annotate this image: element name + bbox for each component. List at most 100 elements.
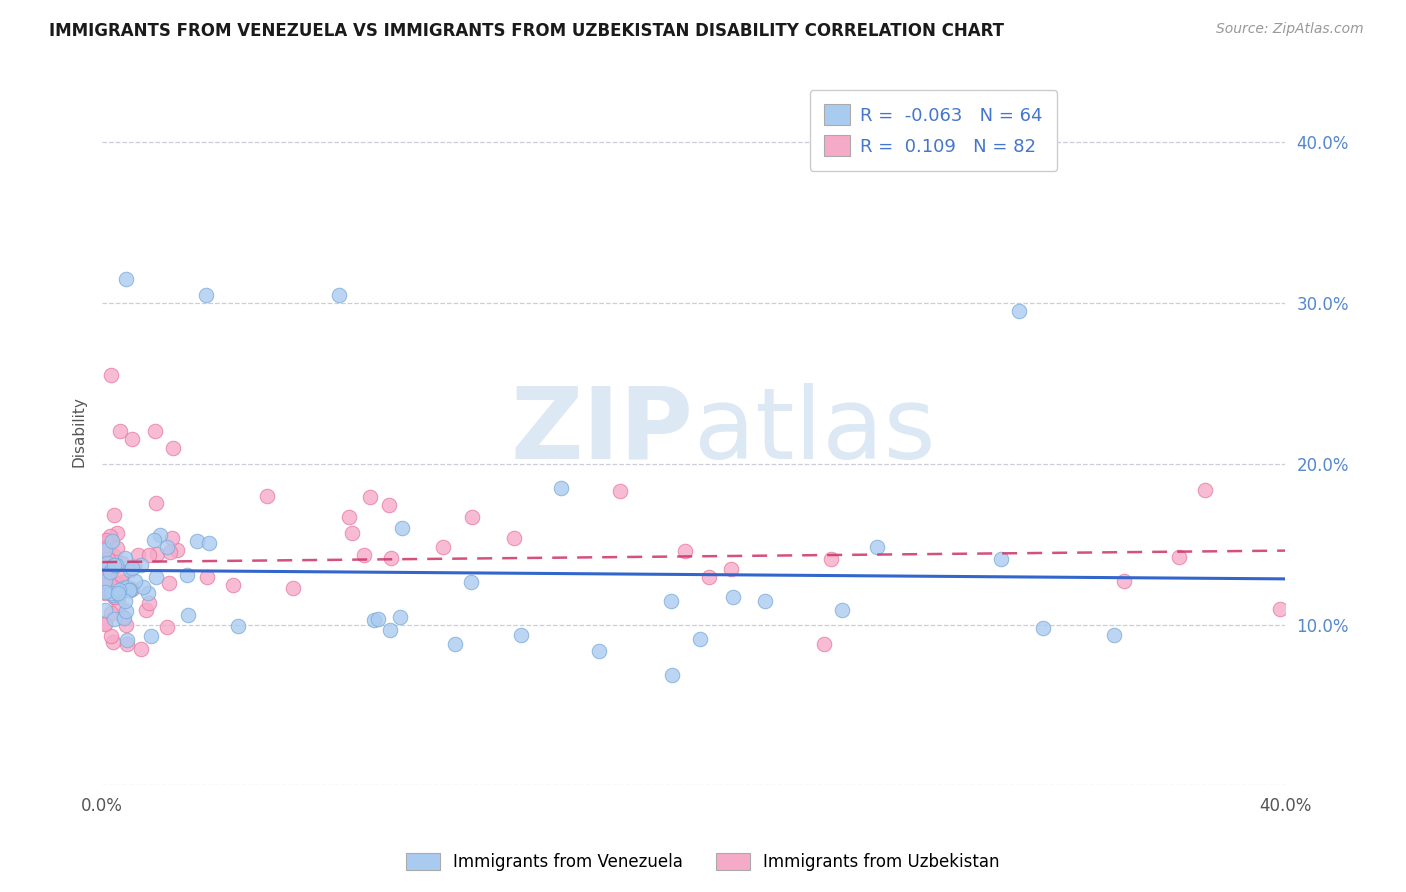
Point xyxy=(108,425,131,439)
Point xyxy=(155,620,177,634)
Point xyxy=(94,574,117,589)
Point xyxy=(866,541,889,555)
Point xyxy=(460,574,482,589)
Point xyxy=(94,563,117,577)
Point xyxy=(195,570,218,584)
Point xyxy=(94,542,117,557)
Point xyxy=(100,533,122,548)
Legend: R =  -0.063   N = 64, R =  0.109   N = 82: R = -0.063 N = 64, R = 0.109 N = 82 xyxy=(810,90,1057,170)
Point xyxy=(94,574,117,588)
Point xyxy=(166,543,188,558)
Point xyxy=(145,425,167,439)
Point xyxy=(145,570,167,584)
Point xyxy=(510,628,533,642)
Point xyxy=(359,490,381,504)
Point xyxy=(256,489,278,503)
Point xyxy=(115,632,138,647)
Point xyxy=(1194,483,1216,497)
Point xyxy=(461,509,484,524)
Point xyxy=(94,616,117,631)
Point xyxy=(100,368,122,383)
Point xyxy=(281,581,304,595)
Point xyxy=(131,580,153,594)
Point xyxy=(94,616,117,631)
Point xyxy=(609,483,631,498)
Point xyxy=(723,590,745,604)
Point xyxy=(101,635,124,649)
Point xyxy=(131,641,153,656)
Point xyxy=(160,531,183,545)
Point xyxy=(1270,601,1292,615)
Point xyxy=(502,532,524,546)
Point xyxy=(104,558,127,572)
Point xyxy=(107,582,129,597)
Point xyxy=(103,508,125,522)
Point xyxy=(689,632,711,647)
Point xyxy=(94,533,117,548)
Point xyxy=(141,629,163,643)
Point xyxy=(339,510,361,524)
Point xyxy=(550,481,572,495)
Point xyxy=(117,582,139,597)
Point xyxy=(328,287,350,301)
Point xyxy=(101,581,124,595)
Point xyxy=(103,558,125,572)
Point xyxy=(389,610,412,624)
Point xyxy=(107,577,129,591)
Point xyxy=(111,581,134,595)
Point xyxy=(103,612,125,626)
Point xyxy=(432,541,454,555)
Point xyxy=(107,598,129,612)
Point xyxy=(94,603,117,617)
Point xyxy=(105,526,128,541)
Point xyxy=(378,498,401,512)
Point xyxy=(194,287,217,301)
Point xyxy=(138,596,160,610)
Text: atlas: atlas xyxy=(693,383,935,480)
Point xyxy=(94,535,117,549)
Point xyxy=(100,629,122,643)
Point xyxy=(103,558,125,573)
Point xyxy=(221,578,243,592)
Point xyxy=(145,496,167,510)
Text: IMMIGRANTS FROM VENEZUELA VS IMMIGRANTS FROM UZBEKISTAN DISABILITY CORRELATION C: IMMIGRANTS FROM VENEZUELA VS IMMIGRANTS … xyxy=(49,22,1004,40)
Point xyxy=(94,541,117,556)
Point xyxy=(100,564,122,578)
Point xyxy=(380,551,402,566)
Point xyxy=(720,562,742,576)
Point xyxy=(353,548,375,562)
Point xyxy=(131,558,153,573)
Point xyxy=(94,585,117,599)
Point xyxy=(135,602,157,616)
Point xyxy=(104,591,127,605)
Point xyxy=(94,586,117,600)
Point xyxy=(226,619,249,633)
Point xyxy=(1008,303,1031,318)
Point xyxy=(96,580,118,594)
Point xyxy=(114,594,136,608)
Point xyxy=(98,577,121,591)
Point xyxy=(124,574,146,589)
Point xyxy=(990,552,1012,566)
Point xyxy=(197,535,219,549)
Point xyxy=(186,533,208,548)
Point xyxy=(115,271,138,285)
Point xyxy=(94,536,117,550)
Point xyxy=(121,582,143,596)
Y-axis label: Disability: Disability xyxy=(72,396,86,467)
Point xyxy=(103,588,125,602)
Point xyxy=(1168,550,1191,565)
Point xyxy=(94,573,117,587)
Point xyxy=(103,590,125,604)
Point xyxy=(138,549,160,563)
Point xyxy=(97,552,120,566)
Point xyxy=(588,644,610,658)
Point xyxy=(127,548,149,562)
Point xyxy=(115,617,138,632)
Point xyxy=(100,586,122,600)
Point xyxy=(96,556,118,570)
Point xyxy=(107,586,129,600)
Point xyxy=(112,611,135,625)
Point xyxy=(100,606,122,620)
Point xyxy=(96,546,118,560)
